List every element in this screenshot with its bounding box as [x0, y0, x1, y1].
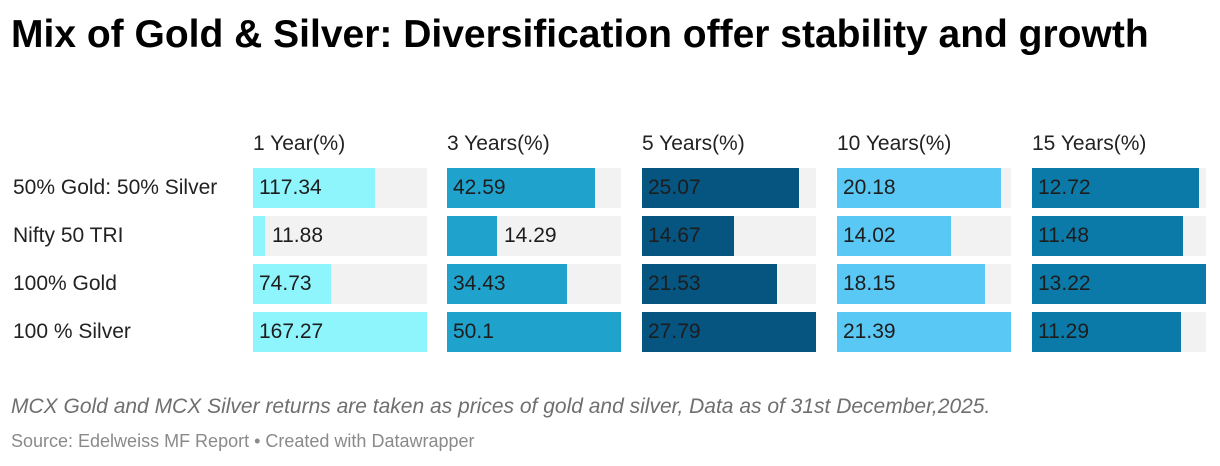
- bar: [642, 216, 734, 256]
- row-label: 100% Gold: [13, 272, 117, 295]
- bar-track: 14.67: [642, 216, 816, 256]
- bar: [1032, 264, 1206, 304]
- value-label: 21.53: [648, 272, 701, 295]
- value-label: 74.73: [259, 272, 312, 295]
- bar-track: 11.48: [1032, 216, 1206, 256]
- chart-note: MCX Gold and MCX Silver returns are take…: [11, 395, 991, 418]
- bar-track: 74.73: [253, 264, 427, 304]
- value-label: 167.27: [259, 320, 324, 343]
- bar-track: 13.22: [1032, 264, 1206, 304]
- bar-track: 14.29: [447, 216, 621, 256]
- bar: [447, 312, 621, 352]
- column-header: 1 Year(%): [253, 132, 346, 155]
- bar: [837, 216, 951, 256]
- value-label: 12.72: [1038, 176, 1091, 199]
- value-label: 25.07: [648, 176, 701, 199]
- bar-track: 50.1: [447, 312, 621, 352]
- value-label: 11.88: [272, 224, 323, 247]
- row-label: Nifty 50 TRI: [13, 224, 124, 247]
- value-label: 14.02: [843, 224, 896, 247]
- bar: [447, 216, 497, 256]
- bar-track: 25.07: [642, 168, 816, 208]
- value-label: 18.15: [843, 272, 896, 295]
- value-label: 50.1: [453, 320, 494, 343]
- bar-track: 21.39: [837, 312, 1011, 352]
- bar: [837, 264, 985, 304]
- bar-track: 20.18: [837, 168, 1011, 208]
- bar-track: 11.88: [253, 216, 427, 256]
- column-header: 10 Years(%): [837, 132, 952, 155]
- value-label: 11.29: [1038, 320, 1089, 343]
- value-label: 13.22: [1038, 272, 1091, 295]
- value-label: 20.18: [843, 176, 896, 199]
- bar: [447, 264, 567, 304]
- column-header: 3 Years(%): [447, 132, 550, 155]
- bar-track: 21.53: [642, 264, 816, 304]
- value-label: 42.59: [453, 176, 506, 199]
- column-header: 15 Years(%): [1032, 132, 1147, 155]
- bar: [1032, 216, 1183, 256]
- bar-track: 11.29: [1032, 312, 1206, 352]
- bar: [642, 264, 777, 304]
- value-label: 117.34: [259, 176, 322, 199]
- bar-track: 167.27: [253, 312, 427, 352]
- bar: [447, 168, 595, 208]
- bar-track: 18.15: [837, 264, 1011, 304]
- value-label: 34.43: [453, 272, 506, 295]
- value-label: 11.48: [1038, 224, 1089, 247]
- chart-title: Mix of Gold & Silver: Diversification of…: [11, 13, 1149, 56]
- row-label: 50% Gold: 50% Silver: [13, 176, 218, 199]
- bar: [837, 168, 1001, 208]
- bar: [253, 264, 331, 304]
- bar: [1032, 168, 1199, 208]
- bar-track: 14.02: [837, 216, 1011, 256]
- bar: [253, 216, 265, 256]
- chart-source: Source: Edelweiss MF Report • Created wi…: [11, 431, 475, 451]
- bar: [1032, 312, 1181, 352]
- bar-track: 12.72: [1032, 168, 1206, 208]
- row-label: 100 % Silver: [13, 320, 131, 343]
- bar-track: 42.59: [447, 168, 621, 208]
- bar: [253, 168, 375, 208]
- bar-track: 27.79: [642, 312, 816, 352]
- value-label: 21.39: [843, 320, 896, 343]
- column-header: 5 Years(%): [642, 132, 745, 155]
- value-label: 27.79: [648, 320, 701, 343]
- bar: [253, 312, 427, 352]
- bar: [837, 312, 1011, 352]
- bar-track: 34.43: [447, 264, 621, 304]
- bar: [642, 312, 816, 352]
- value-label: 14.29: [504, 224, 557, 247]
- bar-track: 117.34: [253, 168, 427, 208]
- value-label: 14.67: [648, 224, 701, 247]
- bar: [642, 168, 799, 208]
